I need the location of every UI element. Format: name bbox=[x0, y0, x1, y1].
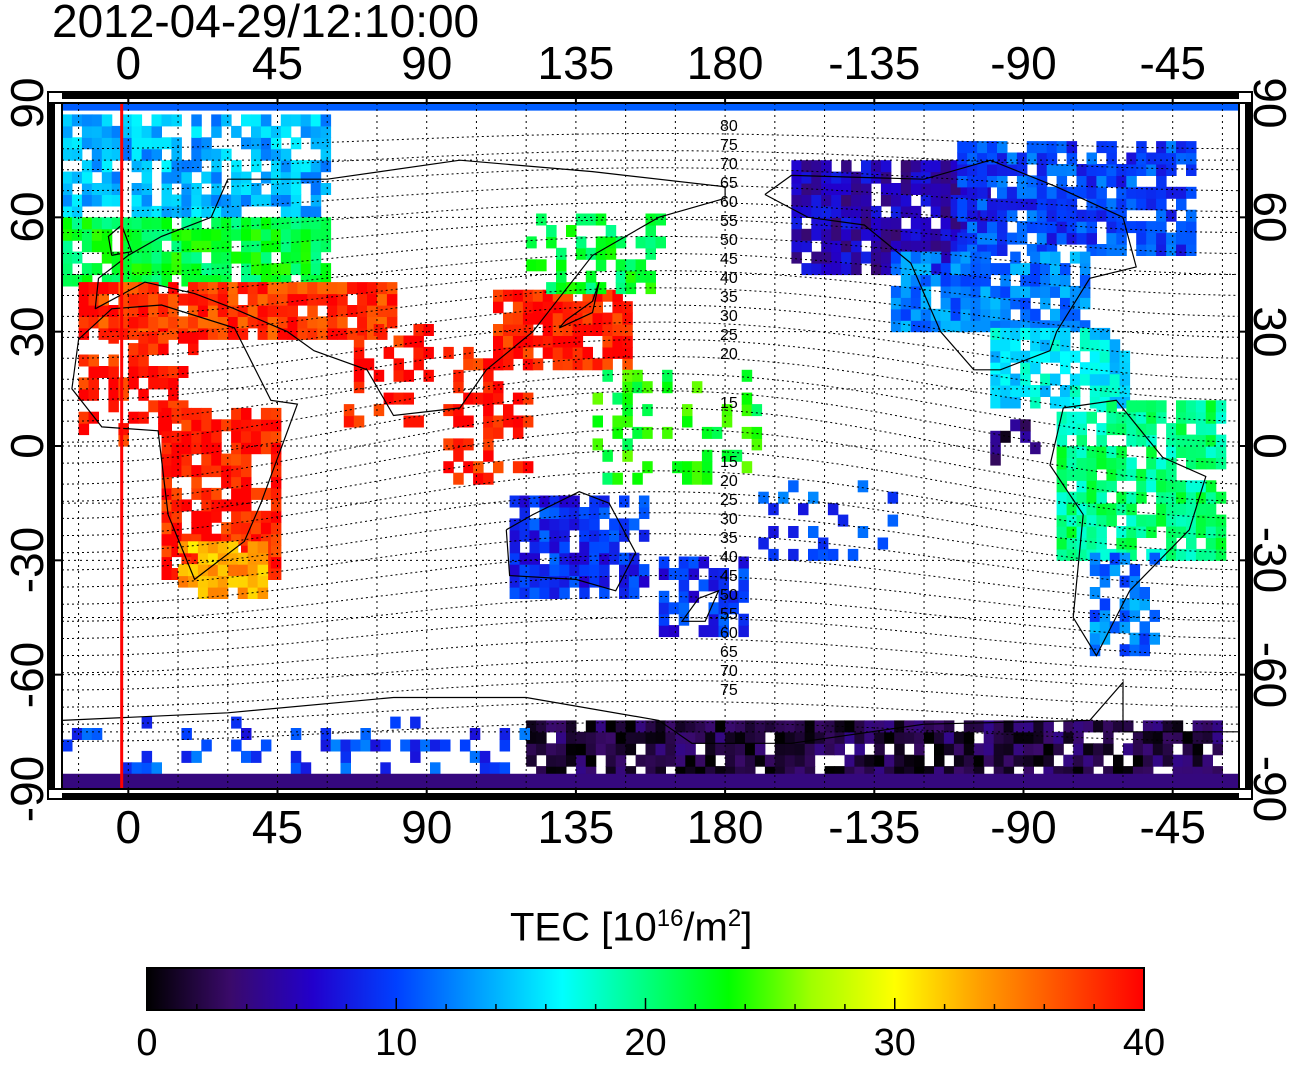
bottom-lon-tick-label: 180 bbox=[686, 801, 764, 853]
bottom-lon-tick-label: 45 bbox=[251, 801, 304, 853]
top-lon-tick-label: 135 bbox=[537, 37, 615, 89]
contour-label: 15 bbox=[720, 395, 738, 412]
contour-label: 45 bbox=[720, 568, 738, 585]
contour-label: 30 bbox=[720, 511, 738, 528]
map-title: 2012-04-29/12:10:00 bbox=[52, 0, 480, 47]
left-lat-tick-label: -60 bbox=[1, 641, 53, 708]
contour-label: 50 bbox=[720, 587, 738, 604]
contour-label: 70 bbox=[720, 663, 738, 680]
contour-label: 65 bbox=[720, 175, 738, 192]
right-lat-tick-label: -60 bbox=[1244, 641, 1292, 708]
bottom-lon-tick-label: -90 bbox=[990, 801, 1057, 853]
contour-label: 30 bbox=[720, 308, 738, 325]
contour-label: 60 bbox=[720, 194, 738, 211]
contour-label: 80 bbox=[720, 118, 738, 135]
top-lon-tick-label: 180 bbox=[686, 37, 764, 89]
contour-label: 25 bbox=[720, 492, 738, 509]
bottom-lon-tick-label: 90 bbox=[401, 801, 453, 853]
contour-label: 75 bbox=[720, 137, 738, 154]
bottom-lon-tick-label: 135 bbox=[537, 801, 615, 853]
bottom-lon-tick-label: -45 bbox=[1139, 801, 1206, 853]
right-lat-tick-label: -30 bbox=[1244, 527, 1292, 594]
top-lon-tick-label: 0 bbox=[115, 37, 142, 89]
top-lon-tick-label: -135 bbox=[828, 37, 921, 89]
contour-label: 50 bbox=[720, 232, 738, 249]
right-lat-tick-label: 0 bbox=[1244, 433, 1292, 459]
top-lon-tick-label: -90 bbox=[990, 37, 1057, 89]
right-lat-tick-label: 30 bbox=[1244, 306, 1292, 358]
contour-label: 45 bbox=[720, 251, 738, 268]
contour-labels: 80 75 70 65 60 55 50 45 40 35 30 25 20 15 15 20 25 30 35 40… bbox=[720, 118, 738, 699]
coastlines bbox=[62, 159, 1239, 744]
bottom-lon-tick-label: -135 bbox=[828, 801, 921, 853]
contour-label: 55 bbox=[720, 213, 738, 230]
colorbar-ticks bbox=[146, 998, 1145, 1010]
axis-ticks bbox=[48, 92, 1252, 799]
colorbar-tick-label: 10 bbox=[375, 1022, 418, 1064]
right-lat-tick-label: 60 bbox=[1244, 191, 1292, 243]
top-lon-tick-label: 90 bbox=[401, 37, 453, 89]
contour-label: 20 bbox=[720, 346, 738, 363]
contour-label: 65 bbox=[720, 644, 738, 661]
left-lat-tick-label: 60 bbox=[1, 191, 53, 243]
left-lat-tick-label: 90 bbox=[1, 77, 53, 129]
contour-label: 40 bbox=[720, 270, 738, 287]
left-lat-tick-label: 30 bbox=[1, 306, 53, 358]
right-lat-tick-label: 90 bbox=[1244, 77, 1292, 129]
colorbar-tick-label: 0 bbox=[136, 1022, 158, 1064]
tec-data-layer bbox=[62, 103, 1239, 789]
left-lat-tick-label: 0 bbox=[1, 433, 53, 459]
contour-label: 35 bbox=[720, 530, 738, 547]
contour-label: 75 bbox=[720, 682, 738, 699]
colorbar-label: TEC [1016/m2] bbox=[510, 905, 753, 950]
colorbar-tick-label: 20 bbox=[624, 1022, 667, 1064]
contour-label: 35 bbox=[720, 289, 738, 306]
contour-label: 25 bbox=[720, 327, 738, 344]
contour-label: 60 bbox=[720, 625, 738, 642]
contour-label: 20 bbox=[720, 473, 738, 490]
right-lat-tick-label: -90 bbox=[1244, 755, 1292, 823]
bottom-lon-tick-label: 0 bbox=[115, 801, 142, 853]
top-lon-tick-label: 45 bbox=[251, 37, 304, 89]
top-lon-tick-label: -45 bbox=[1139, 37, 1206, 89]
contour-label: 70 bbox=[720, 156, 738, 173]
contour-label: 15 bbox=[720, 454, 738, 471]
contour-label: 55 bbox=[720, 606, 738, 623]
colorbar-tick-label: 40 bbox=[1122, 1022, 1166, 1064]
magnetic-latitude-contours bbox=[62, 133, 1239, 742]
left-lat-tick-label: -90 bbox=[1, 755, 53, 823]
contour-label: 40 bbox=[720, 549, 738, 566]
colorbar-tick-label: 30 bbox=[873, 1022, 916, 1064]
left-lat-tick-label: -30 bbox=[1, 527, 53, 594]
